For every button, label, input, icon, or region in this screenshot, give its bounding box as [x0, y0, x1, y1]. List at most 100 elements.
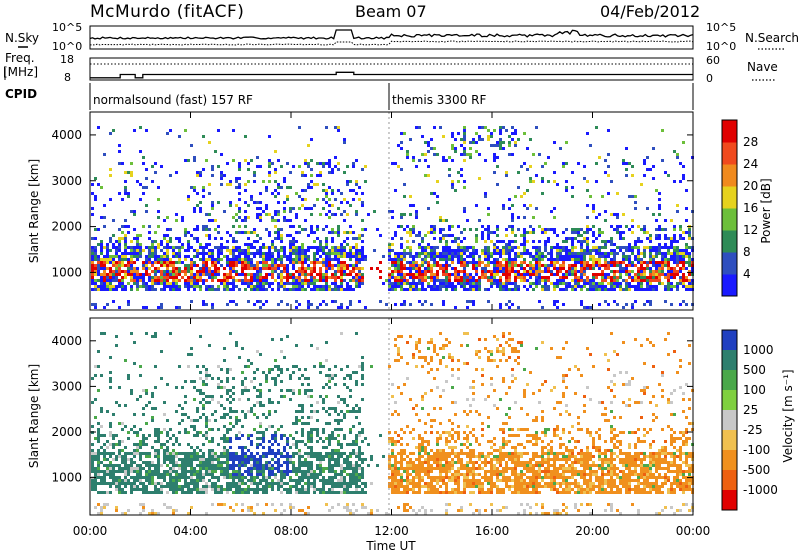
echo-cell — [277, 273, 280, 276]
echo-cell — [676, 249, 679, 252]
echo-cell — [289, 446, 292, 449]
echo-cell — [424, 276, 427, 279]
echo-cell — [259, 458, 262, 461]
echo-cell — [172, 482, 175, 485]
echo-cell — [421, 249, 424, 252]
echo-cell — [247, 437, 250, 440]
echo-cell — [535, 267, 538, 270]
echo-cell — [169, 332, 172, 335]
echo-cell — [262, 476, 265, 479]
echo-cell — [97, 476, 100, 479]
echo-cell — [130, 279, 133, 282]
echo-cell — [196, 476, 199, 479]
echo-cell — [91, 425, 94, 428]
echo-cell — [283, 264, 286, 267]
echo-cell — [217, 252, 220, 255]
echo-cell — [193, 189, 196, 192]
echo-cell — [193, 210, 196, 213]
echo-cell — [253, 482, 256, 485]
echo-cell — [445, 273, 448, 276]
echo-cell — [118, 482, 121, 485]
echo-cell — [115, 401, 118, 404]
echo-cell — [493, 249, 496, 252]
echo-cell — [628, 243, 631, 246]
echo-cell — [226, 377, 229, 380]
echo-cell — [166, 243, 169, 246]
echo-cell — [415, 165, 418, 168]
echo-cell — [112, 219, 115, 222]
echo-cell — [238, 165, 241, 168]
echo-cell — [442, 252, 445, 255]
echo-cell — [271, 267, 274, 270]
echo-cell — [298, 246, 301, 249]
echo-cell — [199, 270, 202, 273]
echo-cell — [682, 285, 685, 288]
echo-cell — [325, 267, 328, 270]
echo-cell — [268, 258, 271, 261]
echo-cell — [625, 279, 628, 282]
echo-cell — [289, 377, 292, 380]
echo-cell — [325, 503, 328, 506]
echo-cell — [220, 404, 223, 407]
echo-cell — [319, 276, 322, 279]
echo-cell — [202, 413, 205, 416]
echo-cell — [223, 455, 226, 458]
echo-cell — [601, 288, 604, 291]
echo-cell — [109, 476, 112, 479]
echo-cell — [316, 464, 319, 467]
echo-cell — [361, 267, 364, 270]
echo-cell — [541, 192, 544, 195]
echo-cell — [334, 231, 337, 234]
echo-cell — [196, 270, 199, 273]
echo-cell — [121, 285, 124, 288]
echo-cell — [172, 267, 175, 270]
echo-cell — [157, 467, 160, 470]
echo-cell — [259, 288, 262, 291]
echo-cell — [520, 273, 523, 276]
echo-cell — [445, 249, 448, 252]
echo-cell — [463, 129, 466, 132]
echo-cell — [340, 288, 343, 291]
echo-cell — [106, 279, 109, 282]
echo-cell — [289, 261, 292, 264]
echo-cell — [148, 401, 151, 404]
echo-cell — [595, 237, 598, 240]
echo-cell — [268, 162, 271, 165]
echo-cell — [211, 482, 214, 485]
echo-cell — [262, 491, 265, 494]
echo-cell — [145, 267, 148, 270]
echo-cell — [175, 437, 178, 440]
noise-right-tick-bottom: 10^0 — [706, 40, 736, 53]
echo-cell — [145, 168, 148, 171]
echo-cell — [280, 264, 283, 267]
echo-cell — [556, 234, 559, 237]
echo-cell — [319, 240, 322, 243]
echo-cell — [604, 288, 607, 291]
echo-cell — [271, 437, 274, 440]
echo-cell — [508, 255, 511, 258]
echo-cell — [175, 491, 178, 494]
echo-cell — [304, 368, 307, 371]
echo-cell — [295, 192, 298, 195]
echo-cell — [265, 380, 268, 383]
echo-cell — [235, 213, 238, 216]
echo-cell — [205, 383, 208, 386]
echo-cell — [496, 165, 499, 168]
echo-cell — [202, 404, 205, 407]
echo-cell — [97, 288, 100, 291]
echo-cell — [133, 482, 136, 485]
echo-cell — [550, 264, 553, 267]
echo-cell — [295, 485, 298, 488]
echo-cell — [151, 464, 154, 467]
echo-cell — [349, 270, 352, 273]
echo-cell — [265, 461, 268, 464]
echo-cell — [109, 485, 112, 488]
echo-cell — [205, 264, 208, 267]
echo-cell — [622, 246, 625, 249]
echo-cell — [277, 368, 280, 371]
echo-cell — [571, 243, 574, 246]
echo-cell — [628, 273, 631, 276]
echo-cell — [499, 306, 502, 309]
echo-cell — [520, 243, 523, 246]
echo-cell — [157, 482, 160, 485]
